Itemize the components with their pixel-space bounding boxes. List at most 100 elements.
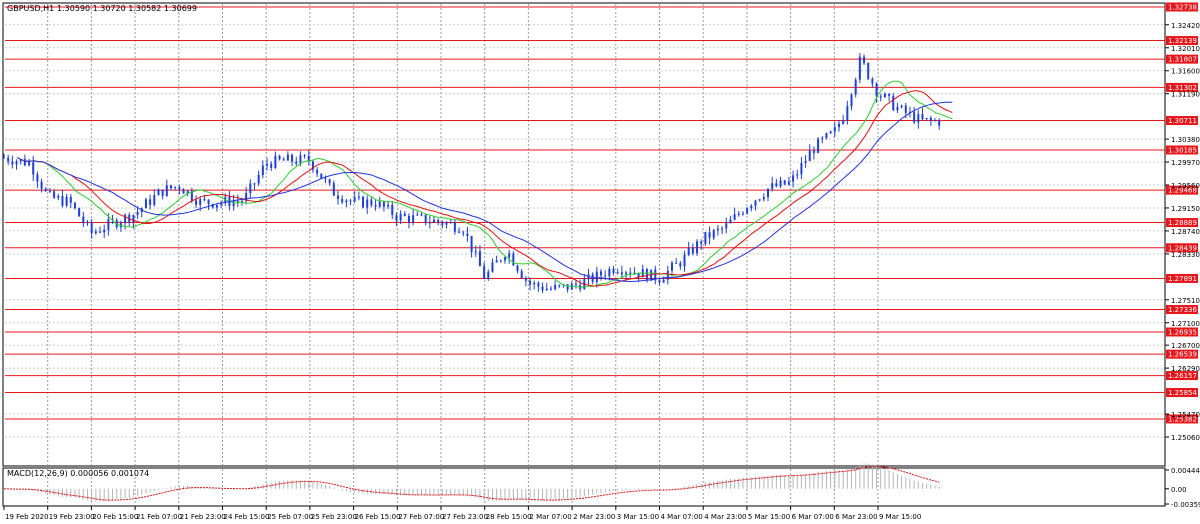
candle-body [458,231,461,233]
candle-body [533,282,536,285]
candle-body [270,163,273,169]
candle-body [82,216,85,223]
time-tick-label: 4 Mar 23:00 [704,513,746,521]
candle-body [637,272,640,278]
candle-body [136,211,139,215]
candle-body [574,283,577,285]
candle-body [846,106,849,121]
candle-body [15,161,18,165]
candle-body [792,175,795,182]
price-tick-label: 1.29970 [1171,159,1200,167]
candle-body [424,214,427,224]
level-tag-label: 1.31302 [1168,84,1197,92]
candle-body [291,154,294,162]
candle-body [800,163,803,175]
candle-body [904,105,907,113]
level-tag [1166,305,1198,315]
candle-body [437,219,440,223]
price-tick-label: 1.28740 [1171,228,1200,236]
candle-body [174,186,177,189]
candle-body [111,219,114,221]
level-tag-label: 1.26157 [1168,372,1197,380]
candle-body [658,280,661,283]
candle-body [336,195,339,199]
candle-body [867,63,870,79]
price-tick-label: 1.25470 [1171,411,1200,419]
macd-signal [4,465,940,501]
price-tick-label: 1.26290 [1171,365,1200,373]
candle-body [478,251,481,267]
main-plot-frame [2,2,1166,467]
price-tick-label: 1.31190 [1171,91,1200,99]
candle-body [871,78,874,84]
candle-body [420,214,423,216]
candle-body [700,241,703,244]
candle-body [558,285,561,287]
price-tick-label: 1.27510 [1171,297,1200,305]
candle-body [387,204,390,207]
candle-body [503,257,506,261]
level-tag-label: 1.31807 [1168,56,1197,64]
candle-body [900,105,903,108]
candle-body [729,219,732,224]
chart-symbol: GBPUSD,H1 [7,4,54,13]
candle-body [833,127,836,132]
candle-body [28,162,31,166]
candle-body [687,247,690,255]
candle-body [716,228,719,231]
candle-body [775,183,778,187]
candle-body [537,282,540,287]
candle-body [616,272,619,274]
candle-body [925,118,928,120]
candle-body [808,150,811,161]
candle-body [412,215,415,223]
candle-body [44,188,47,191]
candle-body [725,223,728,229]
candle-body [382,201,385,207]
candle-body [683,254,686,267]
candle-body [7,157,10,162]
candle-body [733,214,736,220]
macd-label: MACD(12,26,9) 0.000056 0.001074 [7,469,149,478]
macd-tick-label: 0.004446 [1171,467,1200,475]
time-tick-label: 25 Feb 23:00 [311,513,357,521]
candle-body [654,269,657,281]
candle-body [165,185,168,196]
time-tick-label: 5 Mar 15:00 [748,513,790,521]
candle-body [541,286,544,291]
time-tick-label: 6 Mar 23:00 [835,513,877,521]
candle-body [261,165,264,176]
candle-body [169,185,172,189]
candle-body [245,193,248,201]
candle-body [608,268,611,277]
candle-body [307,156,310,162]
macd-axis: 0.004446 0.00 -0.003594 [1165,467,1200,509]
level-tag-label: 1.32139 [1168,37,1197,45]
candle-body [190,190,193,201]
candle-body [921,114,924,119]
level-tag-label: 1.26539 [1168,351,1197,359]
candle-body [704,232,707,244]
candle-body [825,133,828,139]
candle-body [220,203,223,205]
candle-body [332,183,335,196]
candle-body [69,196,72,203]
candle-body [153,195,156,205]
time-tick-label: 24 Feb 15:00 [224,513,270,521]
candle-body [286,154,289,161]
level-tag-label: 1.30185 [1168,146,1197,154]
candle-body [783,180,786,185]
candle-body [771,183,774,189]
candle-body [61,196,64,206]
candle-body [320,173,323,179]
candle-body [403,213,406,216]
macd-plot-frame [2,467,1166,507]
candle-body [94,231,97,234]
candle-body [604,275,607,277]
candle-body [474,251,477,253]
price-tick-label: 1.30380 [1171,136,1200,144]
candle-body [99,231,102,233]
moving-averages [16,80,953,288]
candle-body [3,157,5,159]
